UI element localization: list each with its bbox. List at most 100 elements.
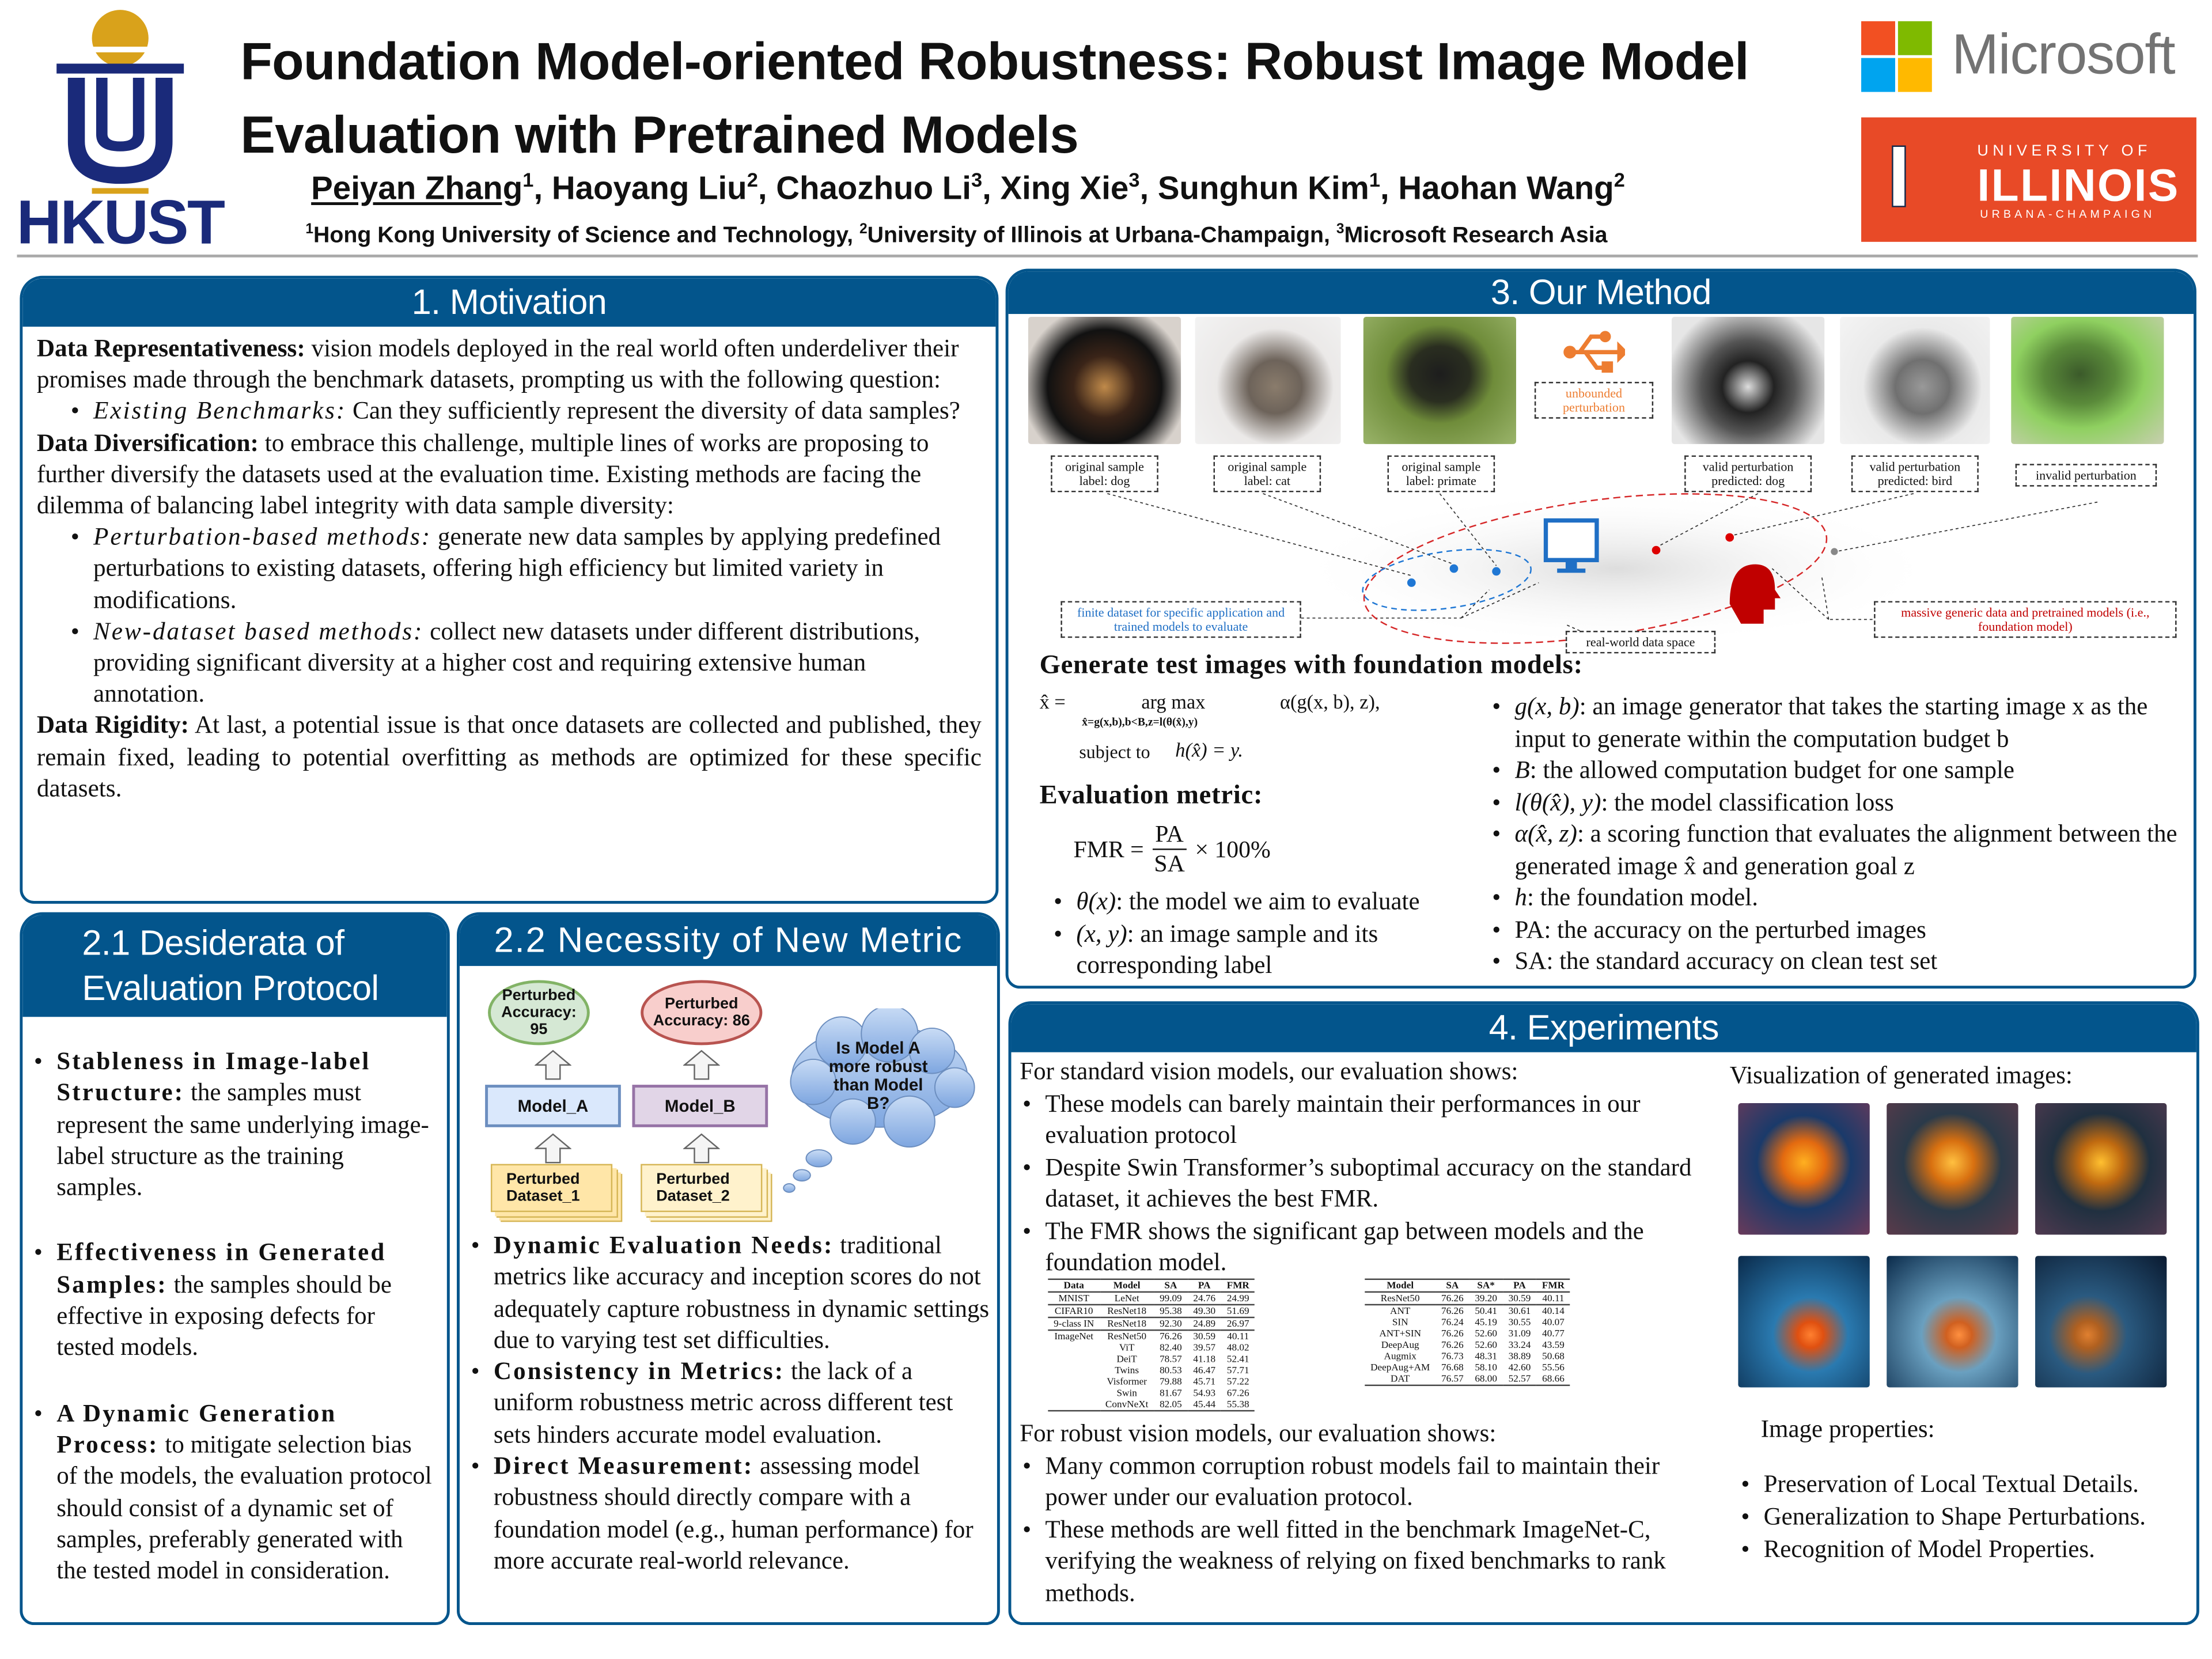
table-cell: SIN (1392, 1316, 1408, 1328)
table-cell: 76.57 (1441, 1373, 1464, 1385)
microsoft-logo: Microsoft (1861, 21, 2200, 95)
method-title: 3. Our Method (1008, 271, 2194, 315)
author-affiliation-mark: 2 (747, 168, 758, 191)
text: : the model classification loss (1601, 787, 1894, 816)
table-cell: ResNet50 (1380, 1293, 1420, 1304)
sample-label: original sample label: cat (1213, 455, 1321, 493)
method-figure: unbounded perturbation original sample l… (1009, 314, 2194, 654)
table-row: Swin 81.67 54.93 67.26 (1048, 1388, 1255, 1399)
author-name: Haohan Wang (1398, 169, 1614, 206)
goldfish-image (2035, 1103, 2167, 1235)
dataset-2-node: Perturbed Dataset_2 (641, 1164, 763, 1213)
table-row: DeepAug 76.26 52.60 33.24 43.59 (1365, 1339, 1570, 1351)
list-item: Preservation of Local Textual Details. (1738, 1468, 2146, 1500)
author-name: Sunghun Kim (1157, 169, 1369, 206)
label: Data Diversification: (36, 427, 259, 457)
table-cell: 45.44 (1193, 1399, 1216, 1410)
sample-label: invalid perturbation (2015, 464, 2157, 487)
list-item: The FMR shows the significant gap betwee… (1020, 1214, 1727, 1278)
table-cell: 99.09 (1160, 1293, 1182, 1304)
table-cell: 42.60 (1508, 1362, 1531, 1373)
table-cell: 33.24 (1508, 1339, 1531, 1351)
list-item: α(x̂, z): a scoring function that evalua… (1489, 817, 2191, 881)
question-text: Is Model A more robust than Model B? (828, 1038, 928, 1113)
thought-cloud-icon (783, 1008, 975, 1193)
table-cell: 24.99 (1226, 1293, 1249, 1304)
fmr-denominator: SA (1154, 850, 1185, 877)
motivation-panel: 1. Motivation Data Representativeness: v… (20, 275, 999, 904)
formula-lhs: x̂ = (1039, 693, 1066, 714)
table-cell: 92.30 (1160, 1318, 1182, 1330)
sample-label: valid perturbation predicted: dog (1684, 455, 1812, 493)
table-cell: 76.68 (1441, 1362, 1464, 1373)
list-item: These methods are well fitted in the ben… (1020, 1513, 1727, 1608)
dataset-1-node: Perturbed Dataset_1 (490, 1164, 613, 1213)
list-item: Consistency in Metrics: the lack of a un… (468, 1355, 991, 1450)
table-cell: 82.40 (1160, 1342, 1182, 1354)
table-cell (1048, 1354, 1100, 1365)
column-header: Model (1387, 1279, 1414, 1291)
goldfish-bowl-image (2035, 1256, 2167, 1388)
label: Consistency in Metrics: (493, 1356, 785, 1385)
label: A Dynamic Generation Process: (56, 1398, 337, 1459)
list-item: Stableness in Image-label Structure: the… (31, 1045, 435, 1203)
table-cell: Swin (1116, 1387, 1137, 1399)
table-row: CIFAR10 ResNet18 95.38 49.30 51.69 (1048, 1304, 1255, 1317)
text: PA: the accuracy on the perturbed images (1514, 914, 1926, 943)
table-row: 9-class IN ResNet18 92.30 24.89 26.97 (1048, 1317, 1255, 1330)
motivation-title: 1. Motivation (22, 278, 996, 327)
text: the samples must represent the same unde… (56, 1078, 429, 1201)
list-item: θ(x): the model we aim to evaluate (1051, 885, 1475, 917)
table-cell: 52.57 (1508, 1373, 1531, 1385)
text: to embrace this challenge, multiple line… (36, 427, 929, 520)
microsoft-wordmark: Microsoft (1952, 24, 2176, 86)
table-cell: 30.59 (1508, 1293, 1531, 1304)
argmax-formula: x̂ = arg max x̂=g(x,b),b<B,z=l(θ(x̂),y) … (1040, 693, 1506, 770)
list-item: Dynamic Evaluation Needs: traditional me… (468, 1229, 991, 1355)
author-name: Chaozhuo Li (776, 169, 971, 206)
fmr-lhs: FMR = (1073, 835, 1144, 862)
author-name: Peiyan Zhang (311, 169, 523, 206)
column-header: FMR (1541, 1279, 1565, 1291)
list-item: These models can barely maintain their p… (1020, 1087, 1727, 1150)
column-header: FMR (1226, 1279, 1249, 1291)
math-term: (x, y) (1076, 918, 1127, 947)
table-cell: 76.24 (1441, 1316, 1464, 1328)
experiments-panel: 4. Experiments For standard vision model… (1008, 1001, 2199, 1626)
visualization-title: Visualization of generated images: (1729, 1060, 2073, 1089)
label: Stableness in Image-label Structure: (56, 1046, 371, 1107)
table-cell: 55.38 (1226, 1399, 1249, 1410)
affiliation-name: Microsoft Research Asia (1344, 224, 1608, 248)
table-row: ConvNeXt 82.05 45.44 55.38 (1048, 1399, 1255, 1411)
table-cell: 76.26 (1441, 1293, 1464, 1304)
primate-invalid-perturbation-image (2011, 316, 2164, 444)
math-term: g(x, b) (1514, 691, 1580, 720)
table-row: ANT+SIN 76.26 52.60 31.09 40.77 (1365, 1328, 1570, 1339)
column-header: PA (1513, 1279, 1526, 1291)
table-cell: 50.41 (1475, 1305, 1497, 1317)
text: assessing model robustness should direct… (493, 1451, 974, 1574)
formula-constraint: h(x̂) = y. (1175, 741, 1243, 763)
table-cell: 52.60 (1475, 1328, 1497, 1340)
sample-label: original sample label: primate (1387, 455, 1495, 493)
table-cell: Twins (1115, 1365, 1139, 1376)
table-cell: 57.22 (1226, 1376, 1249, 1388)
fmr-rhs: × 100% (1195, 835, 1271, 862)
primate-original-image (1363, 316, 1516, 444)
text: At last, a potential issue is that once … (36, 710, 982, 802)
table-cell: DeepAug (1381, 1339, 1419, 1351)
goldfish-image (1738, 1103, 1870, 1235)
affiliation-mark: 3 (1336, 222, 1344, 238)
table-cell: 9-class IN (1054, 1318, 1094, 1330)
data-space-diagram (1107, 490, 2098, 654)
math-term: l(θ(x̂), y) (1514, 787, 1601, 816)
table-header-row: Model SA SA* PA FMR (1365, 1279, 1570, 1292)
title-line-1: Foundation Model-oriented Robustness: Ro… (240, 32, 1749, 91)
table-cell: 76.26 (1160, 1331, 1182, 1342)
image-properties-list: Preservation of Local Textual Details.Ge… (1738, 1468, 2146, 1565)
model-b-node: Model_B (632, 1085, 768, 1127)
table-cell: 52.60 (1475, 1339, 1497, 1351)
table-cell: ImageNet (1054, 1331, 1094, 1342)
accuracy-b-node: Perturbed Accuracy: 86 (641, 980, 763, 1046)
list-item: B: the allowed computation budget for on… (1489, 754, 2191, 786)
